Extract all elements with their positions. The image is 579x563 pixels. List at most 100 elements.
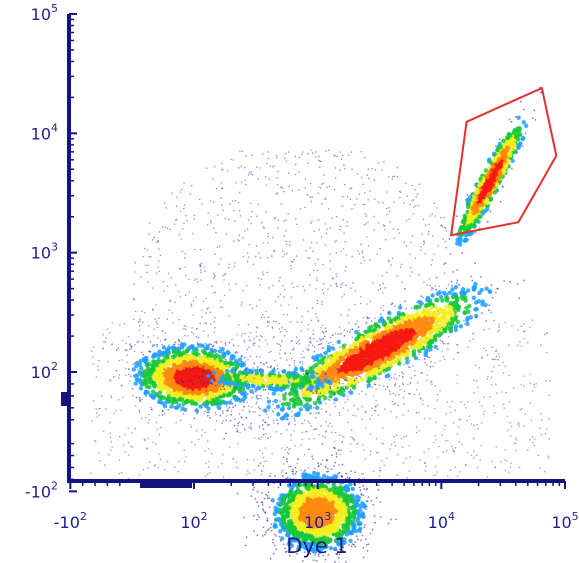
data-point bbox=[156, 428, 159, 431]
data-point bbox=[322, 435, 324, 437]
data-point bbox=[232, 406, 234, 408]
data-point bbox=[338, 548, 341, 551]
data-point bbox=[338, 326, 341, 328]
data-point bbox=[310, 538, 315, 543]
data-point bbox=[321, 473, 327, 479]
data-point bbox=[95, 408, 97, 410]
data-point bbox=[155, 343, 158, 346]
data-point bbox=[308, 551, 310, 554]
data-point bbox=[252, 174, 254, 176]
data-point bbox=[377, 488, 380, 491]
data-point bbox=[405, 307, 407, 310]
data-point bbox=[258, 356, 261, 358]
data-point bbox=[402, 383, 405, 386]
data-point bbox=[231, 200, 234, 202]
data-point bbox=[235, 364, 240, 369]
data-point bbox=[294, 155, 297, 158]
data-point bbox=[158, 231, 161, 233]
data-point bbox=[188, 291, 191, 293]
data-point bbox=[341, 205, 344, 207]
data-point bbox=[257, 252, 260, 254]
data-point bbox=[388, 206, 390, 209]
data-point bbox=[285, 160, 288, 163]
data-point bbox=[246, 260, 249, 263]
data-point bbox=[344, 401, 347, 404]
data-point bbox=[252, 344, 255, 347]
data-point bbox=[191, 232, 194, 235]
data-point bbox=[486, 354, 489, 356]
data-point bbox=[342, 540, 347, 545]
data-point bbox=[269, 557, 272, 560]
data-point bbox=[345, 254, 347, 256]
data-point bbox=[431, 383, 433, 385]
data-point bbox=[253, 337, 255, 340]
data-point bbox=[228, 263, 231, 266]
data-point bbox=[208, 448, 210, 450]
data-point bbox=[382, 202, 384, 204]
data-point bbox=[401, 446, 404, 449]
data-point bbox=[330, 431, 333, 434]
data-point bbox=[201, 309, 204, 312]
data-point bbox=[297, 502, 302, 507]
data-point bbox=[459, 471, 461, 473]
data-point bbox=[309, 274, 311, 276]
data-point bbox=[279, 348, 282, 351]
data-point bbox=[204, 270, 206, 273]
data-point bbox=[218, 245, 221, 248]
data-point bbox=[244, 544, 247, 547]
data-point bbox=[225, 364, 230, 369]
data-point bbox=[292, 347, 295, 350]
data-point bbox=[314, 506, 319, 512]
data-point bbox=[250, 173, 253, 175]
data-point bbox=[288, 466, 290, 468]
data-point bbox=[441, 434, 443, 436]
data-point bbox=[328, 399, 331, 402]
data-point bbox=[171, 312, 174, 314]
data-point bbox=[333, 241, 336, 243]
data-point bbox=[292, 525, 297, 531]
data-point bbox=[476, 424, 479, 426]
data-point bbox=[383, 372, 386, 374]
data-point bbox=[210, 221, 212, 224]
data-point bbox=[309, 196, 312, 198]
data-point bbox=[185, 456, 187, 458]
data-point bbox=[344, 241, 347, 243]
data-point bbox=[328, 546, 334, 551]
data-point bbox=[359, 302, 362, 305]
data-point bbox=[409, 456, 412, 458]
data-point bbox=[198, 404, 203, 409]
data-point bbox=[412, 199, 415, 201]
data-point bbox=[431, 235, 434, 237]
data-point bbox=[338, 471, 341, 474]
data-point bbox=[216, 419, 218, 422]
data-point bbox=[383, 385, 385, 388]
data-point bbox=[118, 435, 121, 438]
data-point bbox=[285, 330, 288, 333]
data-point bbox=[393, 385, 396, 387]
data-point bbox=[509, 435, 512, 437]
data-point bbox=[331, 425, 333, 428]
data-point bbox=[250, 428, 253, 431]
data-point bbox=[317, 258, 319, 261]
data-point bbox=[111, 321, 114, 324]
data-point bbox=[523, 425, 525, 427]
data-point bbox=[199, 269, 202, 271]
data-point bbox=[325, 511, 330, 516]
data-point bbox=[397, 228, 399, 231]
data-point bbox=[269, 435, 272, 438]
data-point bbox=[186, 335, 189, 337]
data-point bbox=[273, 320, 275, 323]
data-point bbox=[274, 301, 277, 303]
data-point bbox=[341, 435, 344, 437]
data-point bbox=[345, 472, 347, 475]
data-point bbox=[166, 359, 171, 364]
data-point bbox=[269, 526, 272, 529]
data-point bbox=[163, 202, 166, 204]
data-point bbox=[301, 357, 304, 359]
data-point bbox=[365, 215, 368, 217]
data-point bbox=[296, 307, 298, 309]
data-point bbox=[443, 428, 445, 431]
data-point bbox=[274, 517, 279, 522]
data-point bbox=[129, 445, 132, 448]
data-point bbox=[271, 327, 274, 330]
